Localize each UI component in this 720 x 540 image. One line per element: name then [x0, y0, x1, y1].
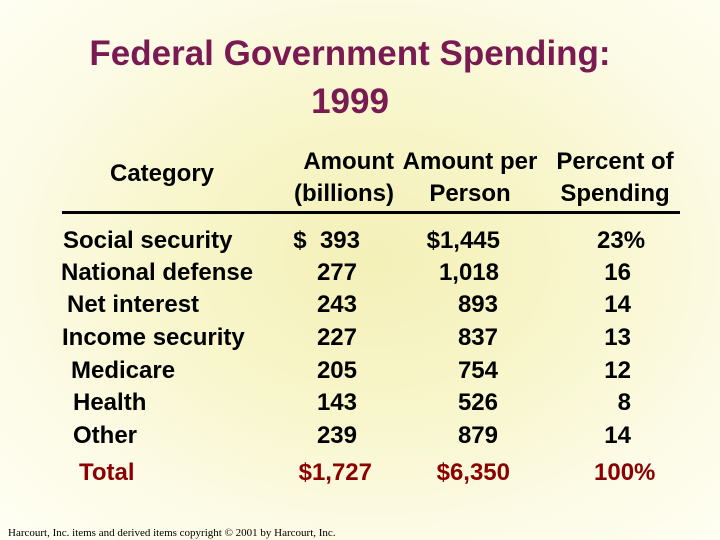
- row-category: Income security: [62, 324, 245, 351]
- row-per-person: 879: [457, 422, 498, 449]
- row-amount: 239: [316, 422, 357, 449]
- title-line-1: Federal Government Spending:: [89, 34, 611, 73]
- row-per-person: 893: [457, 291, 498, 318]
- row-per-person: 526: [457, 389, 498, 416]
- row-amount: $ 393: [293, 227, 360, 254]
- row-category: Health: [73, 389, 147, 416]
- row-amount: 227: [316, 324, 357, 351]
- row-category: Medicare: [71, 357, 176, 384]
- row-percent: 14: [604, 291, 631, 318]
- header-amount-line2: (billions): [294, 180, 394, 207]
- total-percent: 100%: [594, 459, 656, 486]
- total-category: Total: [79, 459, 135, 486]
- header-percent-line2: Spending: [560, 180, 670, 207]
- row-amount: 243: [316, 291, 357, 318]
- header-amount-line1: Amount: [303, 148, 394, 175]
- header-amount: Amount (billions): [276, 146, 394, 210]
- row-percent: 23%: [597, 227, 646, 254]
- row-amount: 205: [316, 357, 357, 384]
- row-percent: 16: [604, 259, 631, 286]
- header-per-person: Amount per Person: [395, 146, 545, 210]
- row-category: National defense: [61, 259, 254, 286]
- header-percent: Percent of Spending: [548, 146, 682, 210]
- title-line-2: 1999: [311, 82, 389, 121]
- row-percent: 12: [604, 357, 631, 384]
- header-divider: [62, 211, 680, 214]
- total-per-person: $6,350: [436, 459, 510, 486]
- row-per-person: 1,018: [438, 259, 499, 286]
- row-category: Net interest: [67, 291, 200, 318]
- row-amount: 277: [316, 259, 357, 286]
- row-category: Social security: [63, 227, 233, 254]
- total-amount: $1,727: [298, 459, 372, 486]
- row-percent: 13: [604, 324, 631, 351]
- header-per-person-line2: Person: [429, 180, 511, 207]
- header-percent-line1: Percent of: [556, 148, 674, 175]
- row-percent: 8: [617, 389, 631, 416]
- copyright-footer: Harcourt, Inc. items and derived items c…: [8, 527, 336, 539]
- row-amount: 143: [316, 389, 357, 416]
- header-per-person-line1: Amount per: [402, 148, 538, 175]
- row-per-person: $1,445: [426, 227, 500, 254]
- row-category: Other: [73, 422, 138, 449]
- slide-title: Federal Government Spending: 1999: [0, 30, 700, 126]
- row-per-person: 837: [457, 324, 498, 351]
- row-percent: 14: [604, 422, 631, 449]
- header-category: Category: [110, 160, 215, 187]
- row-per-person: 754: [457, 357, 498, 384]
